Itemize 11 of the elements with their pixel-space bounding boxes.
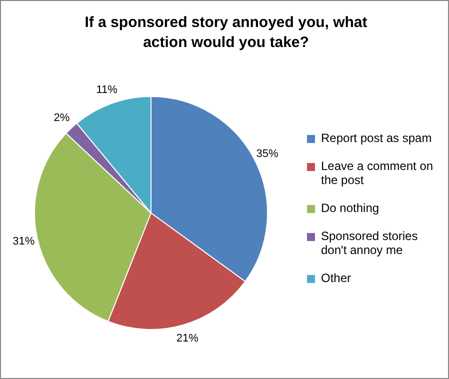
legend-label: Sponsored stories don't annoy me — [321, 229, 419, 257]
legend-label: Other — [321, 271, 352, 285]
data-label: 11% — [96, 84, 118, 96]
legend-label: Report post as spam — [321, 131, 432, 145]
legend-label: Do nothing — [321, 201, 380, 215]
legend-label: Leave a comment on the post — [321, 159, 434, 187]
data-label: 31% — [12, 236, 35, 248]
chart-title: If a sponsored story annoyed you, what action would you take? — [84, 13, 368, 53]
data-label: 2% — [54, 112, 70, 124]
data-label: 21% — [176, 332, 199, 344]
data-label: 35% — [256, 148, 278, 160]
